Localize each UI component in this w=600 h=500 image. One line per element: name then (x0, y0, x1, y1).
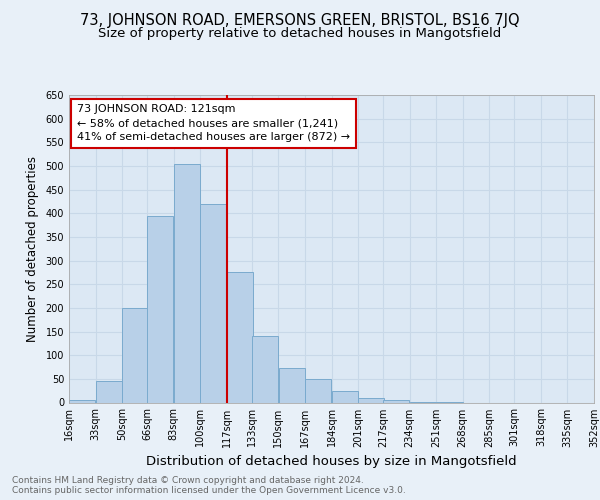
Bar (252, 336, 278, 402)
Bar (69, 400, 95, 402)
X-axis label: Distribution of detached houses by size in Mangotsfield: Distribution of detached houses by size … (146, 455, 517, 468)
Bar (122, 308, 148, 402)
Bar (148, 216, 173, 402)
Bar (278, 368, 305, 402)
Bar (358, 398, 385, 402)
Text: 73, JOHNSON ROAD, EMERSONS GREEN, BRISTOL, BS16 7JQ: 73, JOHNSON ROAD, EMERSONS GREEN, BRISTO… (80, 12, 520, 28)
Bar (174, 164, 200, 402)
Text: 73 JOHNSON ROAD: 121sqm
← 58% of detached houses are smaller (1,241)
41% of semi: 73 JOHNSON ROAD: 121sqm ← 58% of detache… (77, 104, 350, 142)
Bar (305, 379, 331, 402)
Bar (383, 400, 409, 402)
Text: Size of property relative to detached houses in Mangotsfield: Size of property relative to detached ho… (98, 28, 502, 40)
Bar (200, 204, 227, 402)
Bar (227, 272, 253, 402)
Text: Contains HM Land Registry data © Crown copyright and database right 2024.
Contai: Contains HM Land Registry data © Crown c… (12, 476, 406, 495)
Bar (332, 390, 358, 402)
Y-axis label: Number of detached properties: Number of detached properties (26, 156, 38, 342)
Bar (96, 381, 122, 402)
